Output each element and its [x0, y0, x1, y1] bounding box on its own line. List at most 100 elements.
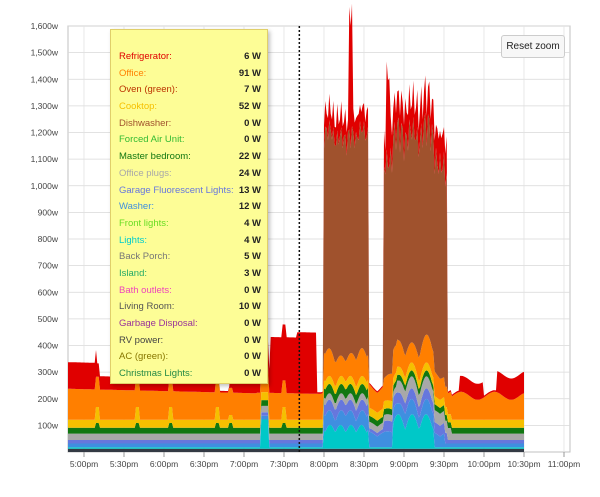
x-tick-label: 7:00pm: [230, 459, 258, 469]
tooltip-series-value: 52 W: [238, 101, 261, 113]
tooltip-row: Garbage Disposal: 0 W: [111, 316, 267, 333]
x-tick-label: 5:30pm: [110, 459, 138, 469]
tooltip-series-value: 4 W: [244, 234, 261, 246]
tooltip-series-value: 0 W: [244, 284, 261, 296]
tooltip-series-value: 0 W: [244, 117, 261, 129]
tooltip-row: Office plugs: 24 W: [111, 166, 267, 183]
tooltip-series-label: Living Room:: [119, 301, 175, 313]
y-tick-label: 900w: [38, 207, 59, 217]
tooltip-series-label: Forced Air Unit:: [119, 134, 185, 146]
tooltip-row: Washer: 12 W: [111, 199, 267, 216]
x-tick-label: 10:00pm: [467, 459, 500, 469]
tooltip-series-label: Master bedroom:: [119, 151, 191, 163]
tooltip-row: Dishwasher: 0 W: [111, 116, 267, 133]
x-tick-label: 9:30pm: [430, 459, 458, 469]
area-dishwasher: [68, 112, 524, 400]
area-cooktop: [68, 362, 524, 428]
area-fridge: [68, 3, 524, 400]
tooltip-series-value: 22 W: [238, 151, 261, 163]
y-tick-label: 1,600w: [31, 21, 59, 31]
tooltip-series-label: Office plugs:: [119, 167, 172, 179]
tooltip-series-label: Garbage Disposal:: [119, 318, 198, 329]
x-tick-label: 6:30pm: [190, 459, 218, 469]
tooltip-row: Christmas Lights: 0 W: [111, 366, 267, 383]
tooltip-series-value: 0 W: [244, 134, 261, 146]
tooltip-row: Master bedroom: 22 W: [111, 149, 267, 166]
area-washer: [68, 398, 524, 448]
y-tick-label: 100w: [38, 420, 59, 430]
tooltip-row: Island: 3 W: [111, 266, 267, 283]
x-tick-label: 8:30pm: [350, 459, 378, 469]
area-lights: [68, 414, 524, 449]
tooltip-series-value: 7 W: [244, 84, 261, 96]
tooltip-row: Lights: 4 W: [111, 233, 267, 250]
tooltip-series-label: Refrigerator:: [119, 51, 172, 62]
x-tick-label: 11:00pm: [548, 459, 580, 469]
tooltip: Refrigerator: 6 W Office: 91 W Oven (green):…: [110, 29, 268, 384]
area-plugs: [68, 376, 524, 440]
area-living: [68, 448, 524, 452]
tooltip-series-value: 13 W: [238, 184, 261, 196]
tooltip-series-label: Lights:: [119, 234, 147, 246]
tooltip-row: Living Room: 10 W: [111, 299, 267, 316]
y-tick-label: 1,500w: [31, 48, 59, 58]
tooltip-row: AC (green): 0 W: [111, 349, 267, 366]
tooltip-series-label: RV power:: [119, 334, 164, 346]
y-tick-label: 300w: [38, 367, 59, 377]
tooltip-row: Refrigerator: 6 W: [111, 49, 267, 66]
tooltip-series-label: Back Porch:: [119, 251, 171, 263]
tooltip-series-value: 5 W: [244, 251, 261, 263]
y-tick-label: 800w: [38, 234, 59, 244]
y-tick-label: 1,000w: [31, 181, 59, 191]
y-tick-label: 1,300w: [31, 101, 59, 111]
tooltip-series-value: 4 W: [244, 217, 261, 229]
area-office: [68, 334, 524, 420]
tooltip-row: Back Porch: 5 W: [111, 249, 267, 266]
tooltip-series-label: Cooktop:: [119, 101, 158, 113]
tooltip-series-value: 0 W: [244, 334, 261, 346]
y-tick-label: 600w: [38, 287, 59, 297]
x-tick-label: 6:00pm: [150, 459, 178, 469]
tooltip-series-label: Dishwasher:: [119, 117, 172, 129]
tooltip-row: RV power: 0 W: [111, 333, 267, 350]
tooltip-series-value: 10 W: [238, 301, 261, 313]
tooltip-row: Forced Air Unit: 0 W: [111, 132, 267, 149]
x-tick-label: 10:30pm: [507, 459, 540, 469]
y-tick-label: 1,200w: [31, 128, 59, 138]
tooltip-series-label: Oven (green):: [119, 84, 178, 96]
tooltip-row: Office: 91 W: [111, 66, 267, 83]
tooltip-series-label: Washer:: [119, 201, 155, 213]
tooltip-series-label: Bath outlets:: [119, 284, 172, 296]
y-tick-label: 1,100w: [31, 154, 59, 164]
y-tick-label: 200w: [38, 394, 59, 404]
tooltip-row: Oven (green): 7 W: [111, 82, 267, 99]
reset-zoom-button[interactable]: Reset zoom: [501, 35, 565, 58]
tooltip-series-value: 0 W: [244, 351, 261, 363]
y-tick-label: 400w: [38, 341, 59, 351]
axes: 100w 200w 300w 400w 500w 600w 700w 800w 900w 1,00…: [31, 21, 581, 469]
x-tick-label: 7:30pm: [270, 459, 298, 469]
tooltip-series-label: AC (green):: [119, 351, 169, 363]
tooltip-row: Garage Fluorescent Lights: 13 W: [111, 183, 267, 200]
tooltip-series-label: Front lights:: [119, 217, 169, 229]
tooltip-series-value: 91 W: [238, 67, 261, 79]
tooltip-series-label: Island:: [119, 267, 147, 279]
y-tick-label: 700w: [38, 261, 59, 271]
tooltip-row: Cooktop: 52 W: [111, 99, 267, 116]
tooltip-series-value: 12 W: [238, 201, 261, 213]
tooltip-series-value: 24 W: [238, 167, 261, 179]
tooltip-series-value: 0 W: [244, 318, 261, 329]
tooltip-series-label: Christmas Lights:: [119, 368, 193, 380]
x-tick-label: 9:00pm: [390, 459, 418, 469]
x-tick-label: 8:00pm: [310, 459, 338, 469]
tooltip-series-label: Garage Fluorescent Lights:: [119, 184, 234, 196]
x-tick-label: 5:00pm: [70, 459, 98, 469]
tooltip-series-label: Office:: [119, 67, 147, 79]
y-tick-label: 500w: [38, 314, 59, 324]
area-series: [68, 3, 524, 452]
tooltip-row: Bath outlets: 0 W: [111, 283, 267, 300]
tooltip-series-value: 0 W: [244, 368, 261, 380]
y-tick-label: 1,400w: [31, 74, 59, 84]
